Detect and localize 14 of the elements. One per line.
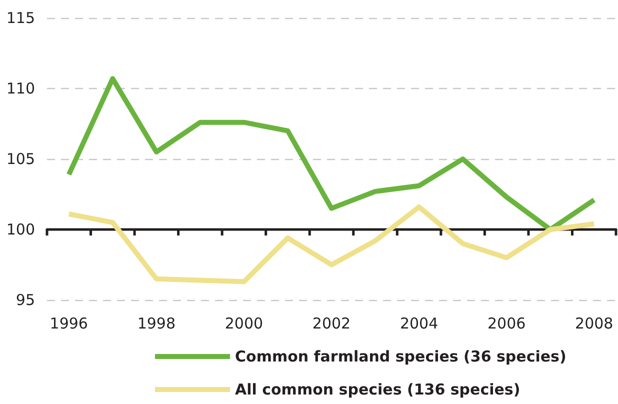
x-tick-label: 1998 xyxy=(137,314,176,332)
y-tick-label: 115 xyxy=(6,9,35,27)
x-tick-label: 2004 xyxy=(400,314,438,332)
legend-label: Common farmland species (36 species) xyxy=(235,348,566,366)
legend-label: All common species (136 species) xyxy=(235,380,520,398)
y-tick-label: 95 xyxy=(16,291,35,309)
x-tick-label: 2002 xyxy=(312,314,351,332)
y-tick-label: 100 xyxy=(6,220,35,238)
x-tick-label: 2008 xyxy=(575,314,614,332)
y-tick-label: 110 xyxy=(6,80,35,98)
x-tick-label: 2000 xyxy=(224,314,264,332)
x-tick-label: 2006 xyxy=(487,314,526,332)
y-tick-label: 105 xyxy=(6,150,35,168)
x-tick-label: 1996 xyxy=(50,314,88,332)
